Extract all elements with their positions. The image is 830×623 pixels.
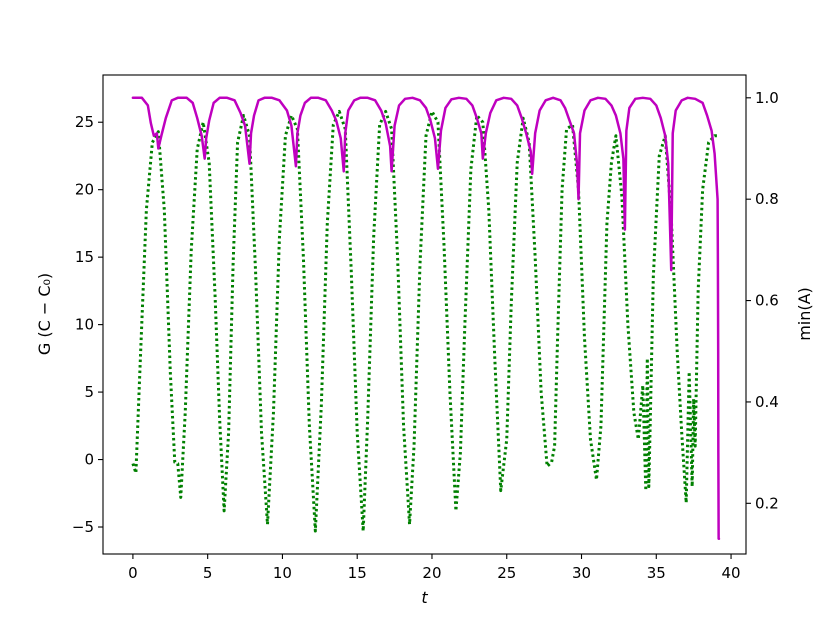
x-tick-label: 0 [128, 564, 138, 582]
y-left-axis-label: G (C − C₀) [35, 273, 54, 355]
y-left-tick-label: 25 [75, 113, 94, 131]
series-layer [131, 96, 721, 541]
y-left-tick-label: 0 [84, 451, 94, 469]
x-tick-label: 10 [273, 564, 292, 582]
y-right-tick-label: 1.0 [755, 89, 779, 107]
min-a-series-line [131, 96, 721, 541]
y-right-axis-label: min(A) [795, 287, 814, 341]
x-tick-label: 25 [497, 564, 516, 582]
plot-frame [102, 74, 747, 555]
y-right-tick-label: 0.8 [755, 190, 779, 208]
y-left-tick-label: 5 [84, 383, 94, 401]
x-tick-label: 5 [203, 564, 213, 582]
x-tick-label: 35 [647, 564, 666, 582]
y-right-tick-label: 0.4 [755, 393, 779, 411]
x-axis-ticks: 0 5 10 15 20 25 30 35 40 [128, 554, 741, 582]
x-axis-label: t [421, 588, 428, 607]
y-left-tick-label: 15 [75, 248, 94, 266]
x-tick-label: 20 [422, 564, 441, 582]
x-tick-label: 30 [572, 564, 591, 582]
y-right-axis-ticks: 0.2 0.4 0.6 0.8 1.0 [746, 89, 779, 512]
y-left-tick-label: 10 [75, 316, 94, 334]
x-tick-label: 40 [721, 564, 740, 582]
y-right-tick-label: 0.6 [755, 292, 779, 310]
x-tick-label: 15 [348, 564, 367, 582]
y-left-tick-label: −5 [72, 518, 94, 536]
y-left-tick-label: 20 [75, 181, 94, 199]
g-series-line [131, 109, 718, 533]
y-left-axis-ticks: −5 0 5 10 15 20 25 [72, 113, 103, 536]
y-right-tick-label: 0.2 [755, 494, 779, 512]
